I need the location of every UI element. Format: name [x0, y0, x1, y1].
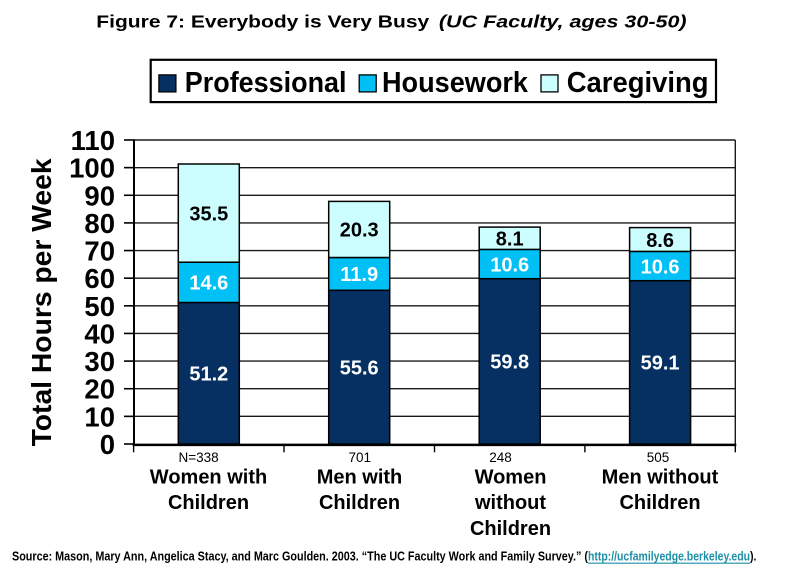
- svg-text:Women: Women: [475, 467, 547, 489]
- svg-text:Professional: Professional: [185, 67, 347, 99]
- svg-text:Housework: Housework: [382, 67, 528, 99]
- svg-text:Men without: Men without: [602, 467, 719, 489]
- svg-text:10.6: 10.6: [641, 256, 680, 278]
- svg-text:Children: Children: [319, 492, 400, 514]
- svg-text:Figure 7: Everybody is Very Bu: Figure 7: Everybody is Very Busy: [96, 12, 429, 32]
- svg-text:20.3: 20.3: [340, 220, 379, 242]
- svg-text:100: 100: [69, 153, 115, 184]
- svg-text:Source: Mason, Mary Ann, Angel: Source: Mason, Mary Ann, Angelica Stacy,…: [12, 550, 589, 564]
- svg-text:Caregiving: Caregiving: [567, 67, 709, 99]
- svg-text:55.6: 55.6: [340, 358, 379, 380]
- svg-text:8.6: 8.6: [646, 230, 674, 252]
- svg-text:20: 20: [84, 374, 115, 405]
- svg-text:(UC Faculty, ages 30-50): (UC Faculty, ages 30-50): [439, 12, 687, 32]
- svg-text:60: 60: [84, 263, 115, 294]
- svg-text:N=338: N=338: [179, 450, 219, 465]
- svg-text:Women with: Women with: [150, 467, 267, 489]
- svg-text:Children: Children: [619, 492, 700, 514]
- svg-text:35.5: 35.5: [189, 203, 228, 225]
- svg-text:505: 505: [647, 450, 670, 465]
- svg-text:90: 90: [84, 180, 115, 211]
- svg-text:).: ).: [750, 550, 757, 564]
- svg-text:11.9: 11.9: [340, 264, 378, 286]
- svg-text:http://ucfamilyedge.berkeley.e: http://ucfamilyedge.berkeley.edu: [588, 550, 750, 564]
- svg-text:10: 10: [84, 401, 115, 432]
- svg-text:10.6: 10.6: [490, 254, 529, 276]
- svg-text:51.2: 51.2: [189, 364, 228, 386]
- svg-text:0: 0: [100, 429, 115, 460]
- svg-text:248: 248: [489, 450, 512, 465]
- svg-text:59.1: 59.1: [641, 353, 680, 375]
- svg-text:Total Hours per Week: Total Hours per Week: [26, 158, 57, 446]
- svg-text:59.8: 59.8: [490, 352, 529, 374]
- svg-text:80: 80: [84, 208, 115, 239]
- svg-text:Children: Children: [168, 492, 249, 514]
- svg-text:40: 40: [84, 319, 115, 350]
- svg-text:70: 70: [84, 236, 115, 267]
- svg-text:110: 110: [71, 125, 115, 156]
- svg-text:8.1: 8.1: [496, 229, 524, 251]
- svg-text:50: 50: [84, 291, 115, 322]
- svg-text:701: 701: [349, 450, 372, 465]
- svg-text:Children: Children: [470, 518, 551, 540]
- svg-text:Men with: Men with: [317, 467, 403, 489]
- svg-text:30: 30: [84, 346, 115, 377]
- svg-text:without: without: [474, 492, 546, 514]
- svg-text:14.6: 14.6: [189, 273, 228, 295]
